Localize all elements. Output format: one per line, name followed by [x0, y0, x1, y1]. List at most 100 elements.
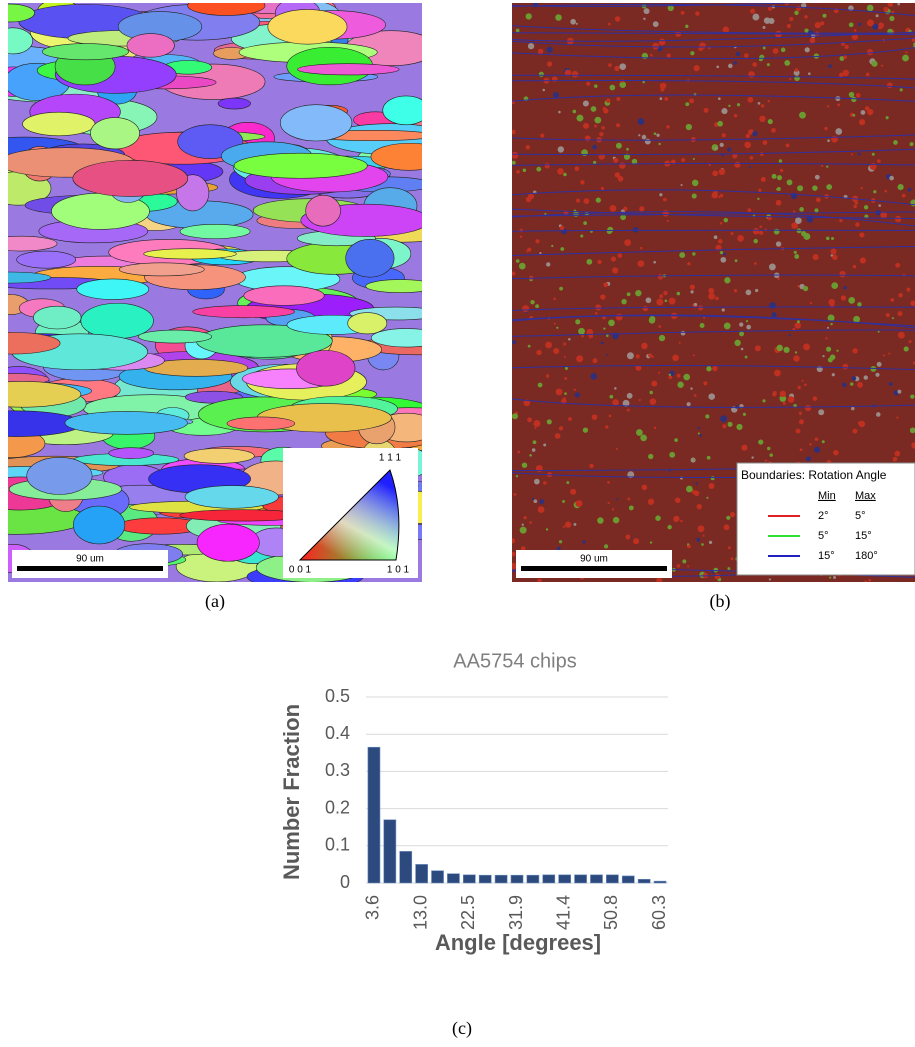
- caption: (c): [452, 1018, 472, 1039]
- speckle: [852, 113, 856, 117]
- speckle: [589, 463, 594, 469]
- speckle: [734, 259, 738, 263]
- speckle: [538, 71, 544, 77]
- speckle: [815, 197, 821, 203]
- speckle: [746, 324, 751, 330]
- speckle: [751, 456, 754, 459]
- key-label: 1 1 1: [379, 453, 402, 464]
- grain: [365, 279, 422, 293]
- speckle: [564, 377, 568, 381]
- speckle: [697, 525, 705, 533]
- speckle: [791, 222, 799, 230]
- bar: [526, 874, 540, 884]
- speckle: [583, 198, 590, 205]
- speckle: [892, 456, 898, 462]
- speckle: [625, 534, 631, 540]
- speckle: [680, 330, 686, 336]
- speckle: [606, 353, 609, 356]
- speckle: [868, 578, 872, 582]
- speckle: [910, 394, 915, 399]
- bar: [574, 874, 587, 884]
- speckle: [516, 169, 520, 174]
- speckle: [689, 98, 695, 104]
- speckle: [719, 250, 724, 255]
- speckle: [821, 440, 825, 444]
- speckle: [789, 77, 792, 81]
- speckle: [826, 326, 830, 329]
- speckle: [553, 297, 556, 301]
- speckle: [512, 551, 516, 557]
- speckle: [797, 385, 801, 390]
- speckle: [605, 425, 609, 429]
- speckle: [659, 82, 667, 90]
- speckle: [594, 84, 598, 88]
- scale-box: [12, 550, 168, 578]
- boundary: [512, 189, 915, 206]
- speckle: [653, 426, 657, 430]
- speckle: [732, 153, 738, 159]
- boundary: [512, 162, 915, 166]
- speckle: [513, 492, 517, 496]
- speckle: [762, 399, 766, 403]
- speckle: [804, 47, 810, 53]
- speckle: [873, 190, 877, 194]
- speckle: [699, 434, 702, 437]
- speckle: [592, 358, 598, 364]
- speckle: [696, 503, 702, 510]
- speckle: [864, 106, 870, 111]
- speckle: [558, 540, 563, 544]
- speckle: [643, 17, 646, 21]
- speckle: [871, 152, 875, 156]
- bar: [606, 874, 619, 884]
- speckle: [623, 153, 631, 160]
- speckle: [803, 343, 810, 351]
- speckle: [779, 390, 787, 397]
- speckle: [720, 415, 728, 423]
- speckle: [771, 312, 777, 318]
- speckle: [727, 422, 732, 426]
- speckle: [723, 252, 727, 256]
- speckle: [808, 72, 811, 76]
- speckle: [852, 264, 857, 269]
- speckle: [718, 168, 726, 176]
- speckle: [627, 497, 631, 501]
- speckle: [668, 297, 676, 305]
- boundary: [512, 315, 915, 327]
- speckle: [608, 63, 612, 67]
- x-tick-label: 31.9: [506, 895, 526, 930]
- bar: [415, 864, 428, 884]
- speckle: [512, 271, 516, 276]
- speckle: [803, 233, 811, 240]
- legend-header: Min: [818, 490, 836, 502]
- grain: [22, 111, 96, 137]
- speckle: [762, 140, 768, 146]
- speckle: [607, 22, 611, 26]
- grain: [305, 194, 341, 227]
- speckle: [793, 250, 797, 255]
- speckle: [591, 414, 598, 420]
- speckle: [645, 297, 652, 304]
- speckle: [601, 126, 605, 130]
- speckle: [612, 267, 619, 274]
- speckle: [609, 84, 616, 91]
- speckle: [866, 19, 874, 27]
- speckle: [564, 392, 567, 395]
- speckle: [594, 124, 598, 128]
- speckle: [809, 37, 816, 44]
- speckle: [760, 176, 766, 182]
- speckle: [698, 305, 704, 311]
- speckle: [692, 158, 695, 161]
- speckle: [656, 298, 664, 306]
- speckle: [838, 72, 844, 78]
- speckle: [762, 26, 766, 29]
- speckle: [686, 485, 693, 493]
- speckle: [875, 412, 881, 417]
- speckle: [739, 331, 745, 337]
- speckle: [531, 448, 536, 452]
- speckle: [794, 254, 800, 259]
- speckle: [708, 540, 713, 545]
- speckle: [693, 302, 698, 307]
- speckle: [752, 131, 758, 137]
- x-tick-label: 50.8: [601, 895, 621, 930]
- speckle: [826, 105, 830, 108]
